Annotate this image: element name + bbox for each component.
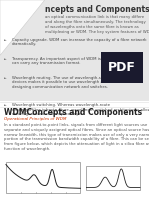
Text: Capacity upgrade. WDM can increase the capacity of a fibre network
dramatically.: Capacity upgrade. WDM can increase the c… <box>12 38 146 46</box>
Text: ncepts and Components: ncepts and Components <box>45 5 149 14</box>
Polygon shape <box>0 0 45 55</box>
Text: ►: ► <box>4 76 7 80</box>
Text: ►: ► <box>4 57 7 61</box>
Text: an optical communication link is that many differe
and along the fibre simultane: an optical communication link is that ma… <box>45 15 149 33</box>
Text: WDMConcepts and Components: WDMConcepts and Components <box>4 108 143 117</box>
Bar <box>0 107 149 198</box>
Text: Wavelength switching. Whereas wavelength-route                   
on a rigid fib: Wavelength switching. Whereas wavelength… <box>12 103 149 116</box>
Bar <box>0 0 149 102</box>
Text: ►: ► <box>4 103 7 107</box>
Bar <box>6 162 80 193</box>
FancyBboxPatch shape <box>101 52 143 83</box>
Text: In a standard point-to-point links, signals from different light sources use
sep: In a standard point-to-point links, sign… <box>4 123 149 151</box>
Text: Transparency. An important aspect of WDM is that             
can carry any tran: Transparency. An important aspect of WDM… <box>12 57 126 65</box>
Text: Operational Principles of WDM: Operational Principles of WDM <box>4 117 67 121</box>
Text: ►: ► <box>4 38 7 42</box>
Text: PDF: PDF <box>108 61 136 74</box>
Bar <box>0 101 149 107</box>
Text: Wavelength routing. The use of wavelength-sen            
devices makes it possi: Wavelength routing. The use of wavelengt… <box>12 76 121 89</box>
Bar <box>86 166 140 190</box>
